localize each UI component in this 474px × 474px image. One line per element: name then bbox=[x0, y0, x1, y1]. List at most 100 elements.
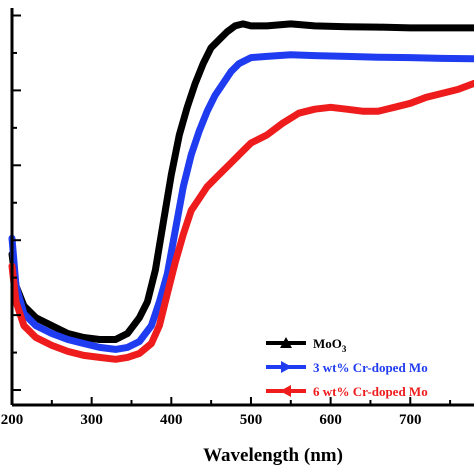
x-tick-label: 500 bbox=[240, 412, 263, 428]
data-point bbox=[137, 339, 142, 344]
data-point bbox=[240, 148, 246, 154]
data-point bbox=[439, 56, 445, 61]
series-line-3 bbox=[8, 79, 474, 363]
data-point bbox=[196, 128, 202, 134]
data-point bbox=[248, 23, 254, 29]
data-point bbox=[145, 299, 150, 304]
data-point bbox=[408, 25, 413, 31]
data-point bbox=[236, 61, 242, 66]
data-point bbox=[312, 107, 317, 112]
data-point bbox=[471, 25, 474, 31]
data-point bbox=[471, 56, 474, 62]
data-point bbox=[33, 323, 39, 328]
data-point bbox=[360, 109, 365, 114]
data-point bbox=[193, 81, 198, 86]
data-point bbox=[204, 109, 210, 114]
data-point bbox=[113, 347, 118, 352]
data-point bbox=[181, 232, 186, 237]
x-tick-label: 200 bbox=[1, 412, 24, 428]
data-point bbox=[65, 349, 70, 354]
data-point bbox=[288, 21, 293, 27]
data-point bbox=[65, 337, 70, 342]
data-point bbox=[125, 345, 130, 350]
data-point bbox=[65, 331, 70, 336]
x-tick-label: 700 bbox=[399, 412, 422, 428]
data-point bbox=[181, 184, 186, 189]
data-point bbox=[344, 54, 349, 59]
data-point bbox=[471, 81, 474, 86]
data-point bbox=[13, 299, 19, 304]
legend-label-3: 6 wt% Cr-doped Mo bbox=[313, 384, 428, 399]
data-point bbox=[344, 24, 349, 29]
data-point bbox=[328, 105, 333, 110]
data-point bbox=[228, 160, 234, 166]
x-tick-label: 300 bbox=[80, 412, 103, 428]
data-point bbox=[49, 323, 55, 328]
data-point bbox=[408, 101, 413, 106]
data-point bbox=[344, 107, 349, 112]
legend: MoO3 3 wt% Cr-doped Mo 6 wt% Cr-doped Mo bbox=[266, 336, 428, 399]
data-point bbox=[125, 331, 130, 336]
data-point bbox=[204, 184, 210, 189]
series-line-2 bbox=[8, 51, 474, 353]
data-point bbox=[81, 341, 86, 346]
data-point bbox=[189, 208, 194, 213]
data-point bbox=[81, 335, 86, 340]
legend-label-2: 3 wt% Cr-doped Mo bbox=[313, 360, 428, 375]
legend-marker-triangle-up bbox=[280, 337, 292, 348]
data-point bbox=[232, 23, 238, 29]
data-point bbox=[392, 105, 397, 110]
data-point bbox=[149, 323, 154, 328]
data-point bbox=[185, 105, 190, 110]
data-point bbox=[161, 220, 166, 225]
data-point bbox=[200, 61, 206, 66]
data-point bbox=[113, 337, 118, 342]
x-tick-label: 400 bbox=[160, 412, 183, 428]
ticks-layer: 200 300 400 500 600 700 bbox=[1, 14, 452, 428]
data-point bbox=[240, 21, 246, 27]
data-point bbox=[173, 259, 178, 265]
axes-layer bbox=[10, 8, 474, 407]
data-point bbox=[97, 355, 102, 360]
data-point bbox=[264, 132, 270, 138]
x-tick-label: 600 bbox=[319, 412, 342, 428]
data-point bbox=[228, 69, 234, 74]
data-point bbox=[208, 45, 214, 50]
data-point bbox=[97, 337, 102, 342]
data-point bbox=[49, 343, 55, 348]
data-point bbox=[280, 120, 286, 126]
data-point bbox=[224, 29, 230, 35]
data-point bbox=[376, 24, 381, 30]
data-point bbox=[33, 335, 39, 340]
series-line-1 bbox=[8, 20, 474, 343]
data-point bbox=[220, 81, 226, 86]
data-point bbox=[196, 196, 202, 201]
series-layer bbox=[8, 20, 474, 363]
data-point bbox=[137, 351, 142, 356]
data-point bbox=[169, 172, 174, 177]
data-point bbox=[137, 315, 142, 320]
data-point bbox=[81, 353, 86, 358]
data-point bbox=[157, 323, 162, 328]
data-point bbox=[376, 109, 381, 114]
data-point bbox=[21, 323, 27, 328]
data-point bbox=[212, 93, 218, 98]
data-point bbox=[177, 132, 182, 138]
data-point bbox=[408, 55, 413, 60]
data-point bbox=[33, 315, 39, 320]
data-point bbox=[264, 23, 270, 29]
data-point bbox=[296, 111, 301, 116]
legend-label-1: MoO3 bbox=[313, 336, 347, 354]
data-point bbox=[113, 357, 118, 362]
data-point bbox=[439, 91, 445, 96]
data-point bbox=[424, 95, 429, 100]
data-point bbox=[439, 25, 445, 31]
data-point bbox=[376, 55, 381, 60]
data-point bbox=[173, 228, 178, 233]
data-point bbox=[216, 172, 222, 177]
data-point bbox=[248, 55, 254, 60]
data-point bbox=[125, 355, 130, 360]
legend-marker-triangle-right bbox=[281, 361, 292, 373]
data-point bbox=[165, 291, 170, 297]
